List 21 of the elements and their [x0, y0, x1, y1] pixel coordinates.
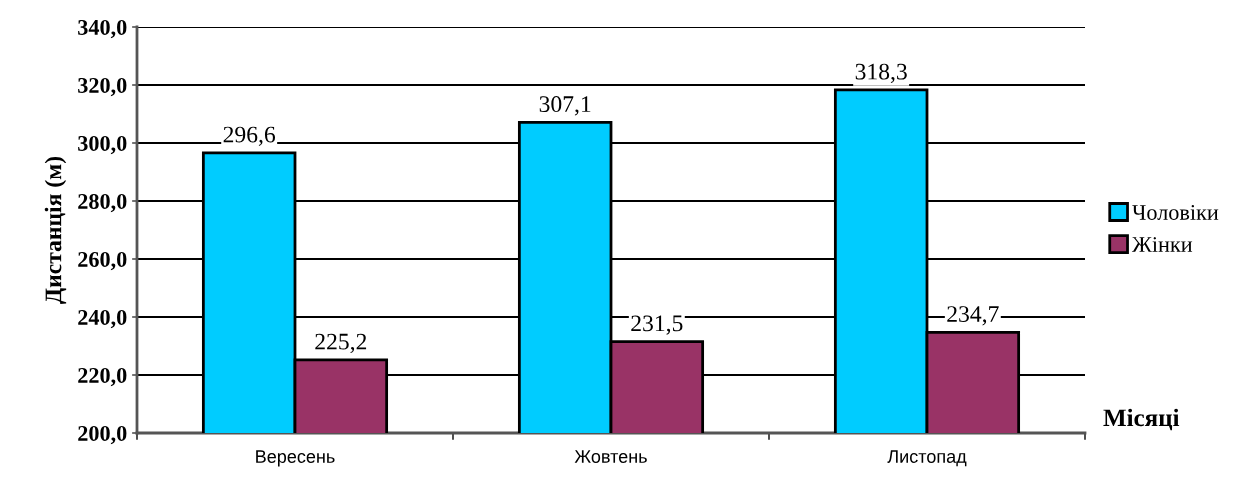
- y-tick-label: 320,0: [78, 77, 127, 97]
- y-axis-title: Дистанція (м): [44, 156, 67, 304]
- y-tick-label: 280,0: [78, 193, 127, 213]
- data-label: 296,6: [223, 126, 276, 146]
- y-tick-label: 240,0: [78, 309, 127, 329]
- y-tick-label: 340,0: [78, 19, 127, 39]
- y-tick-label: 300,0: [78, 135, 127, 155]
- x-axis-title: Місяці: [1103, 408, 1180, 431]
- legend-label: Чоловіки: [1132, 205, 1219, 220]
- y-tick-label: 260,0: [78, 251, 127, 271]
- y-tick-label: 220,0: [78, 367, 127, 387]
- y-tick-label: 200,0: [78, 425, 127, 445]
- x-tick-label: Жовтень: [574, 450, 647, 463]
- x-tick-label: Листопад: [887, 450, 967, 467]
- data-label: 307,1: [539, 96, 591, 116]
- data-label: 231,5: [631, 315, 683, 335]
- legend-label: Жінки: [1131, 237, 1193, 252]
- data-label: 234,7: [947, 306, 999, 326]
- data-label: 318,3: [855, 63, 907, 83]
- data-label: 225,2: [315, 333, 367, 353]
- x-tick-label: Вересень: [256, 450, 335, 467]
